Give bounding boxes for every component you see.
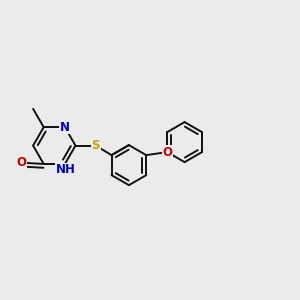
Text: O: O [162, 146, 172, 159]
Text: N: N [60, 121, 70, 134]
Text: S: S [92, 139, 100, 152]
Text: NH: NH [56, 163, 75, 176]
Text: O: O [16, 156, 26, 170]
